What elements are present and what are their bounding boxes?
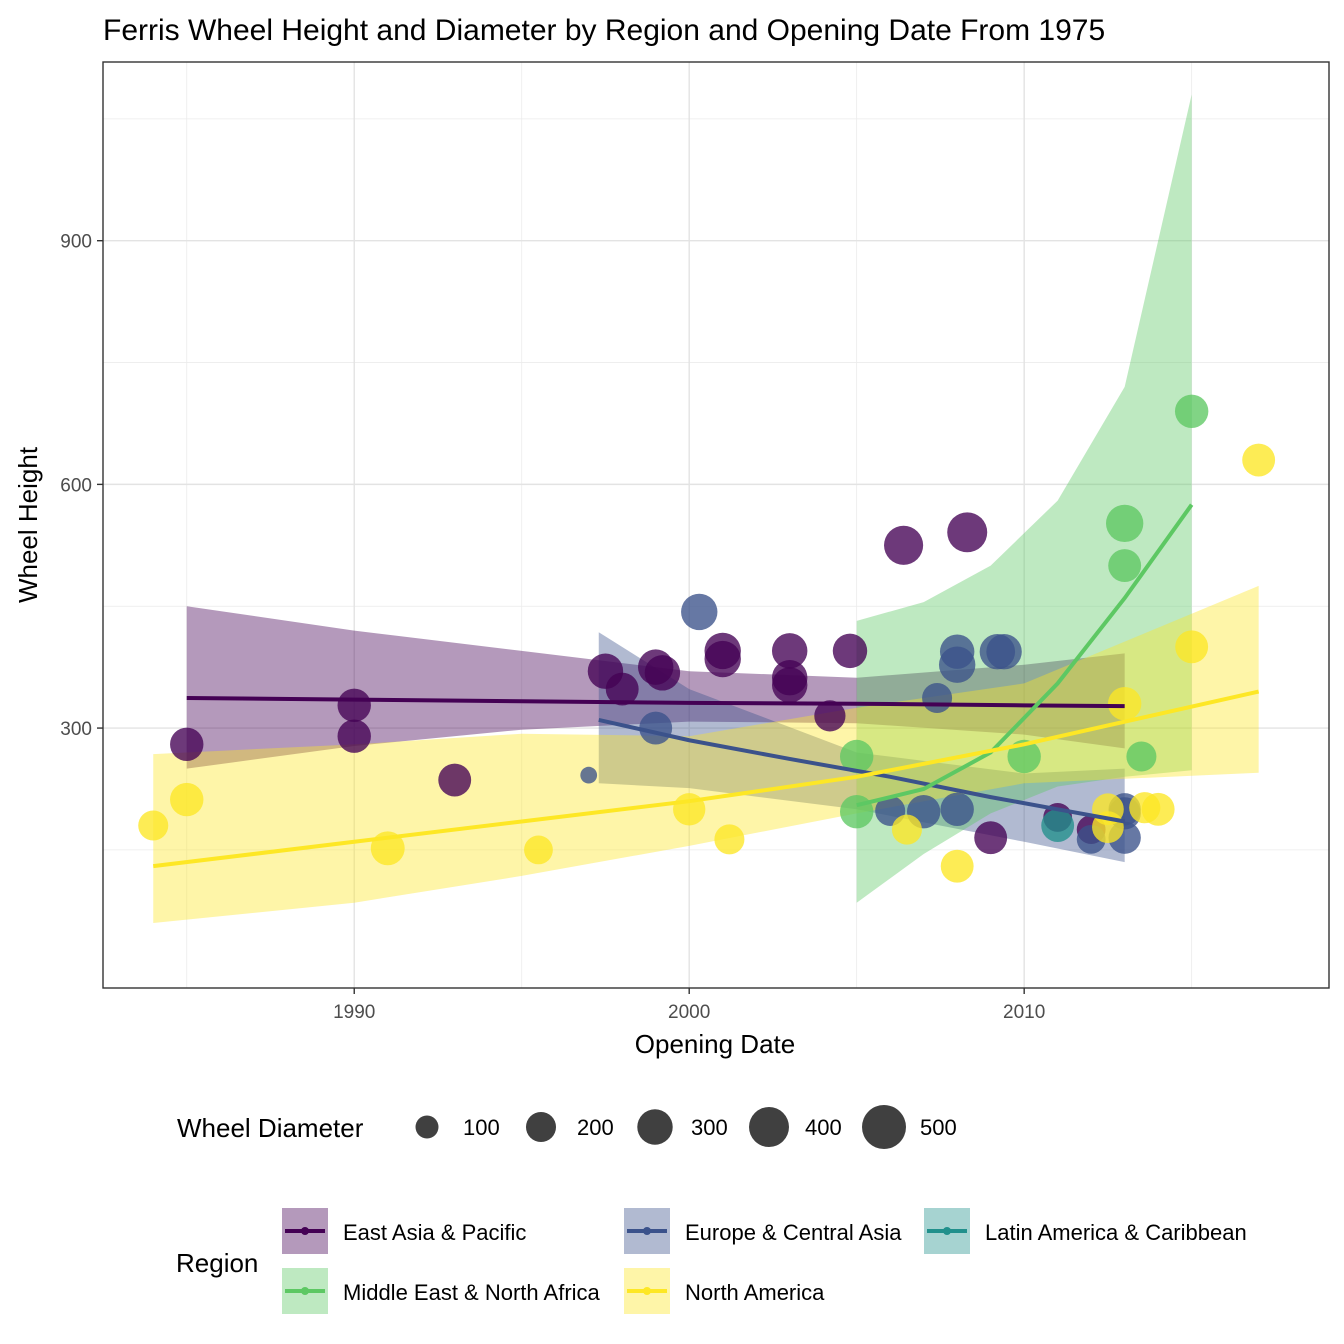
data-point [947,512,988,553]
data-point [1175,630,1209,664]
size-legend-title: Wheel Diameter [177,1113,364,1143]
data-point [681,593,718,631]
size-legend-label: 100 [463,1115,500,1140]
data-point [839,795,874,829]
data-point [1141,792,1175,826]
confidence-band [153,585,1259,924]
data-point [1041,809,1075,842]
confidence-band [598,632,1125,863]
color-legend-key-dot [301,1227,309,1235]
data-point [580,766,598,784]
data-point [832,633,868,669]
data-point [814,700,846,732]
color-legend-label: Europe & Central Asia [685,1220,902,1245]
data-point [644,655,681,691]
data-point [639,711,673,745]
color-legend-key-dot [301,1287,309,1295]
data-point [704,640,741,678]
data-point [940,792,974,826]
data-point [1242,443,1276,477]
size-legend-label: 200 [577,1115,614,1140]
data-point [1007,739,1041,774]
color-legend-label: Latin America & Caribbean [985,1220,1247,1245]
data-point [974,821,1008,855]
size-legend-key [525,1111,557,1143]
size-legend-label: 400 [805,1115,842,1140]
x-tick-label: 2000 [668,1002,710,1023]
data-point [438,763,472,797]
data-point [986,633,1022,670]
size-legend-key [637,1109,673,1145]
data-point [337,719,371,753]
fit-lines [153,503,1260,869]
chart-title: Ferris Wheel Height and Diameter by Regi… [103,14,1105,47]
color-legend-title: Region [176,1248,258,1278]
data-point [1107,687,1142,721]
data-point [524,835,553,865]
y-tick-label: 600 [60,475,92,496]
size-legend-key [415,1115,439,1139]
color-legend-label: East Asia & Pacific [343,1220,526,1245]
x-axis-title: Opening Date [635,1029,795,1059]
fit-line [186,696,1125,709]
color-legend-key-dot [643,1227,651,1235]
size-legend-key [749,1107,789,1147]
axis-ticks: 1990 2000 2010 300 600 900 [60,232,1045,1023]
data-point [771,667,808,703]
data-point [138,810,169,841]
y-tick-label: 900 [60,232,92,253]
data-point [1126,741,1157,772]
color-legend-key-dot [643,1287,651,1295]
data-point [922,682,953,714]
size-legend-key [862,1105,906,1149]
data-point [884,525,924,565]
data-points [138,394,1276,883]
color-legend-label: Middle East & North Africa [343,1280,601,1305]
data-point [938,646,976,683]
fit-line [153,689,1260,869]
plot-border [102,61,1330,989]
data-point [771,633,808,669]
data-point [1108,549,1142,583]
data-point [170,782,204,817]
data-point [1174,394,1209,428]
data-point [940,849,974,883]
size-legend-label: 500 [920,1115,957,1140]
fit-line [856,503,1194,808]
data-point [891,814,922,845]
data-point [337,688,371,723]
y-tick-label: 300 [60,719,92,740]
size-legend: 100 200 300 400 500 [415,1105,957,1149]
data-point [605,672,639,706]
color-legend: East Asia & Pacific Europe & Central Asia… [282,1208,1247,1314]
color-legend-key-dot [943,1227,951,1235]
size-legend-label: 300 [691,1115,728,1140]
y-axis-title: Wheel Height [13,446,43,603]
grid-lines [103,62,1329,988]
color-legend-label: North America [685,1280,825,1305]
x-tick-label: 1990 [333,1002,375,1023]
data-point [839,739,874,774]
data-point [1105,504,1144,543]
x-tick-label: 2010 [1003,1002,1045,1023]
data-point [170,727,204,762]
fit-line [598,717,1126,824]
data-point [714,824,745,855]
